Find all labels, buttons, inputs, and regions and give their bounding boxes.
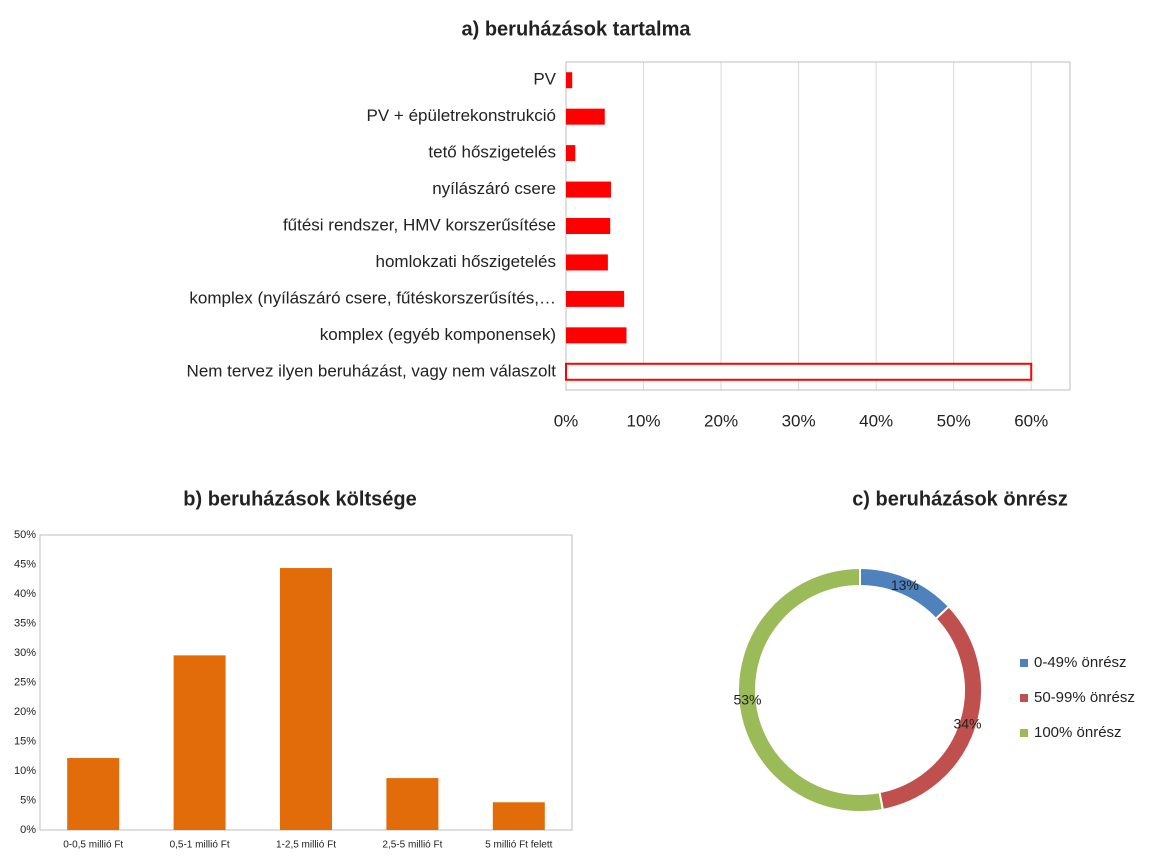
y-tick-label: 45% bbox=[14, 558, 36, 570]
x-tick-label: 5 millió Ft felett bbox=[485, 840, 552, 851]
x-tick-label: 1-2,5 millió Ft bbox=[276, 840, 336, 851]
y-tick-label: 20% bbox=[14, 706, 36, 718]
bar bbox=[566, 72, 573, 89]
chart-title: b) beruházások költsége bbox=[183, 488, 416, 510]
category-label: komplex (egyéb komponensek) bbox=[320, 325, 556, 344]
legend-label: 50-99% önrész bbox=[1034, 689, 1135, 706]
category-label: komplex (nyílászáró csere, fűtéskorszerű… bbox=[189, 288, 556, 307]
bar bbox=[566, 181, 611, 198]
bar bbox=[566, 145, 576, 162]
bar bbox=[67, 758, 120, 830]
chart-title: c) beruházások önrész bbox=[852, 488, 1068, 510]
chart-title: a) beruházások tartalma bbox=[462, 18, 692, 40]
category-label: Nem tervez ilyen beruházást, vagy nem vá… bbox=[187, 361, 557, 380]
x-tick-label: 30% bbox=[782, 411, 816, 430]
x-tick-label: 50% bbox=[937, 411, 971, 430]
category-label: nyílászáró csere bbox=[432, 179, 556, 198]
y-tick-label: 50% bbox=[14, 529, 36, 541]
plot-frame bbox=[565, 61, 1071, 391]
x-tick-label: 0-0,5 millió Ft bbox=[63, 840, 123, 851]
category-label: homlokzati hőszigetelés bbox=[376, 252, 556, 271]
x-tick-label: 10% bbox=[627, 411, 661, 430]
x-tick-label: 2,5-5 millió Ft bbox=[382, 840, 442, 851]
bar bbox=[566, 108, 605, 125]
legend-swatch bbox=[1020, 729, 1028, 737]
bar bbox=[173, 655, 226, 830]
x-tick-label: 20% bbox=[704, 411, 738, 430]
x-tick-label: 0% bbox=[554, 411, 579, 430]
y-tick-label: 25% bbox=[14, 676, 36, 688]
bar bbox=[566, 254, 608, 271]
y-tick-label: 5% bbox=[20, 794, 36, 806]
category-label: PV + épületrekonstrukció bbox=[367, 106, 556, 125]
y-tick-label: 0% bbox=[20, 824, 36, 836]
legend-swatch bbox=[1020, 659, 1028, 667]
value-label: 34% bbox=[953, 716, 981, 732]
x-tick-label: 40% bbox=[859, 411, 893, 430]
bar bbox=[565, 362, 1033, 381]
bar bbox=[280, 568, 332, 830]
category-label: tető hőszigetelés bbox=[428, 143, 556, 162]
bar bbox=[566, 327, 627, 344]
x-tick-label: 60% bbox=[1014, 411, 1048, 430]
value-label: 13% bbox=[891, 577, 919, 593]
slice bbox=[859, 566, 951, 621]
bar bbox=[386, 778, 439, 830]
category-label: PV bbox=[533, 70, 556, 89]
y-tick-label: 30% bbox=[14, 647, 36, 659]
bar bbox=[492, 802, 545, 830]
value-label: 53% bbox=[733, 691, 761, 707]
slice bbox=[878, 605, 983, 812]
x-tick-label: 0,5-1 millió Ft bbox=[170, 840, 230, 851]
y-tick-label: 15% bbox=[14, 735, 36, 747]
y-tick-label: 10% bbox=[14, 765, 36, 777]
category-label: fűtési rendszer, HMV korszerűsítése bbox=[283, 215, 556, 234]
legend-label: 0-49% önrész bbox=[1034, 654, 1127, 671]
slice bbox=[737, 566, 885, 813]
legend-label: 100% önrész bbox=[1034, 724, 1122, 741]
legend-swatch bbox=[1020, 694, 1028, 702]
bar bbox=[566, 218, 611, 234]
y-tick-label: 35% bbox=[14, 617, 36, 629]
y-tick-label: 40% bbox=[14, 588, 36, 600]
bar bbox=[566, 290, 625, 307]
